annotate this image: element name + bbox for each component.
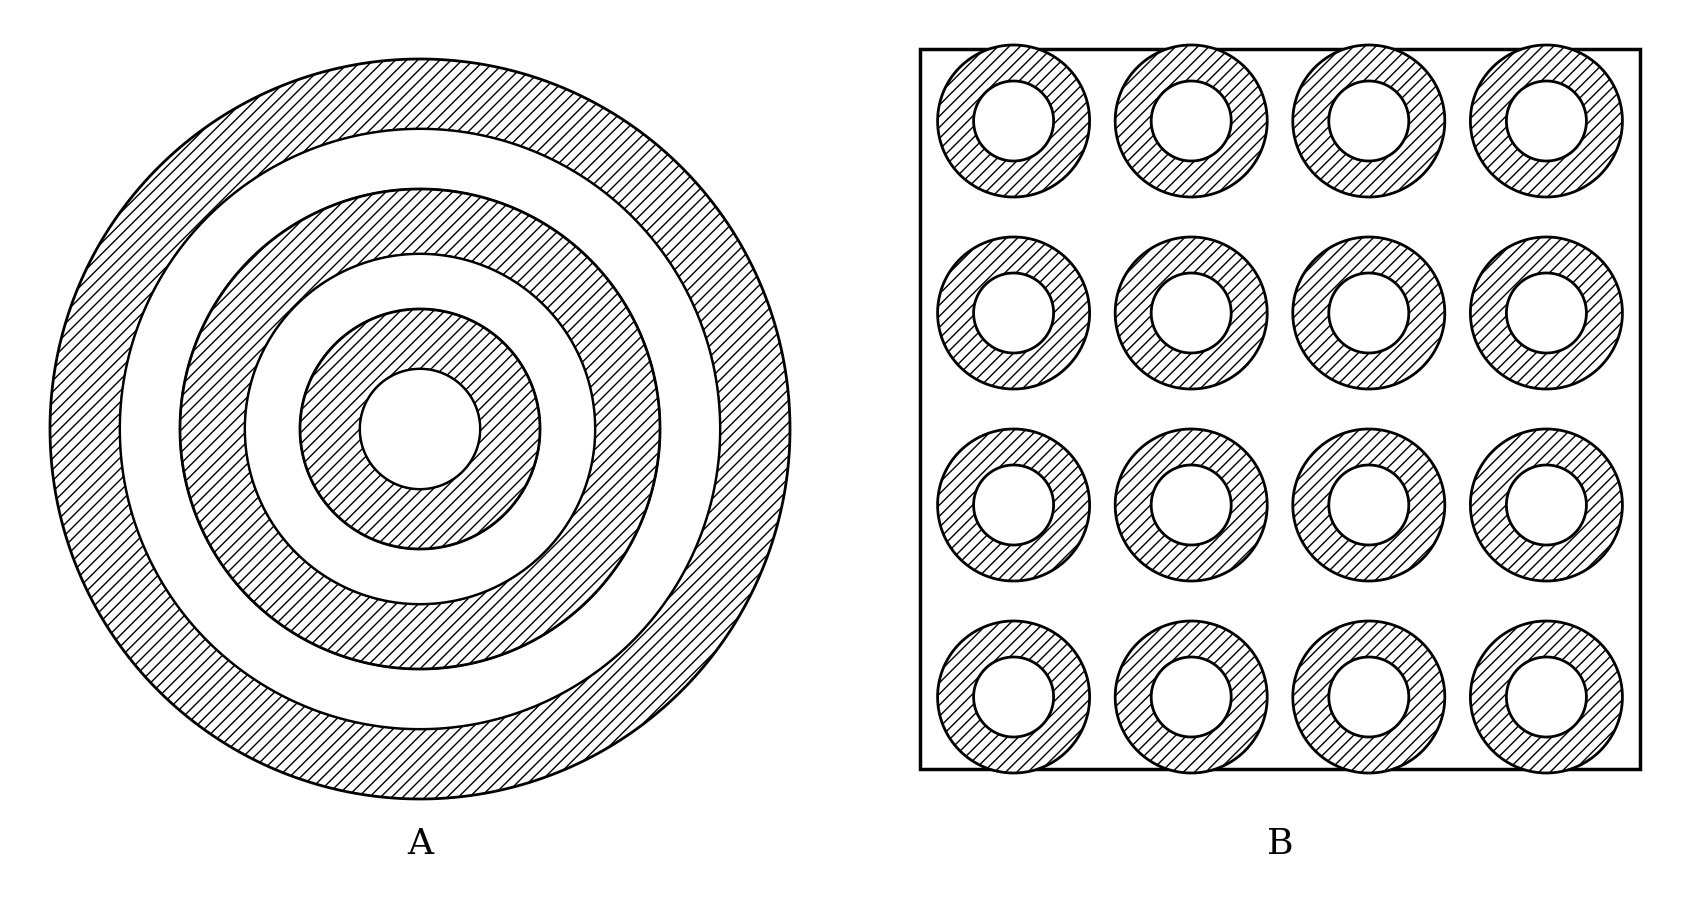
PathPatch shape xyxy=(1115,430,1267,582)
PathPatch shape xyxy=(937,46,1090,198)
PathPatch shape xyxy=(1470,430,1623,582)
PathPatch shape xyxy=(1115,237,1267,389)
PathPatch shape xyxy=(1293,621,1445,773)
Text: B: B xyxy=(1267,826,1293,860)
Bar xyxy=(920,50,1640,769)
PathPatch shape xyxy=(1293,237,1445,389)
PathPatch shape xyxy=(937,237,1090,389)
Text: A: A xyxy=(408,826,433,860)
PathPatch shape xyxy=(179,190,660,669)
PathPatch shape xyxy=(1470,621,1623,773)
PathPatch shape xyxy=(299,310,540,549)
PathPatch shape xyxy=(360,369,481,489)
PathPatch shape xyxy=(937,430,1090,582)
PathPatch shape xyxy=(120,130,721,730)
PathPatch shape xyxy=(51,60,790,799)
PathPatch shape xyxy=(245,255,596,604)
PathPatch shape xyxy=(1115,46,1267,198)
PathPatch shape xyxy=(1470,237,1623,389)
PathPatch shape xyxy=(1470,46,1623,198)
PathPatch shape xyxy=(937,621,1090,773)
PathPatch shape xyxy=(1115,621,1267,773)
PathPatch shape xyxy=(1293,430,1445,582)
PathPatch shape xyxy=(1293,46,1445,198)
